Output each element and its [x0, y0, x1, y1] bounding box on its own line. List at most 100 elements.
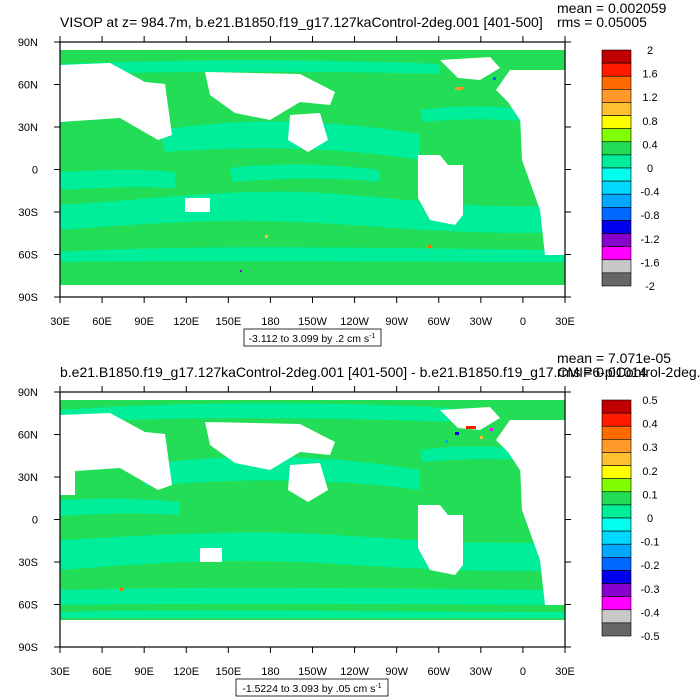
- x-tick-label: 120W: [340, 666, 369, 678]
- panel-1: VISOP at z= 984.7m, b.e21.B1850.f19_g17.…: [18, 0, 667, 347]
- x-tick-label: 90E: [134, 666, 154, 678]
- x-tick-label: 90E: [134, 316, 154, 328]
- colorbar-swatch: [601, 49, 632, 64]
- x-tick-label: 150E: [215, 316, 241, 328]
- colorbar-label: 0.3: [642, 442, 657, 454]
- colorbar-swatch: [601, 425, 632, 440]
- panel-2-title: b.e21.B1850.f19_g17.127kaControl-2deg.00…: [60, 364, 700, 380]
- colorbar-swatch: [601, 557, 632, 571]
- colorbar-swatch: [601, 491, 632, 506]
- colorbar-swatch: [601, 259, 632, 274]
- x-tick-label: 90W: [385, 666, 408, 678]
- colorbar-label: 0.1: [642, 489, 657, 501]
- x-tick-label: 60E: [92, 316, 112, 328]
- panel-1-map: [59, 41, 566, 298]
- colorbar-label: -0.2: [641, 560, 660, 572]
- x-tick-label: 150W: [298, 316, 327, 328]
- panel-2-axes: 30E 60E 90E 120E 150E 180 150W 120W 90W 60W 30W 0 30…: [18, 386, 575, 678]
- colorbar-swatch: [601, 530, 632, 545]
- colorbar-swatch: [601, 570, 632, 584]
- y-tick-label: 30S: [18, 207, 38, 219]
- x-tick-label: 180: [261, 666, 279, 678]
- x-tick-label: 120W: [340, 316, 369, 328]
- colorbar-swatch: [601, 233, 632, 247]
- y-tick-label: 60S: [18, 600, 38, 612]
- y-tick-label: 90N: [18, 37, 38, 49]
- colorbar-label: 1.2: [642, 92, 657, 104]
- y-tick-label: 90N: [18, 387, 38, 399]
- colorbar-label: 0.2: [642, 466, 657, 478]
- colorbar-swatch: [601, 583, 632, 597]
- y-tick-label: 90S: [18, 292, 38, 304]
- colorbar-swatch: [601, 439, 632, 453]
- colorbar-label: -0.8: [641, 210, 660, 222]
- colorbar-swatch: [601, 596, 632, 611]
- x-tick-label: 180: [261, 316, 279, 328]
- colorbar-label: -0.5: [641, 631, 660, 643]
- y-tick-label: 60N: [18, 430, 38, 442]
- panel-1-colorbar: 2 1.6 1.2 0.8 0.4 0 -0.4 -0.8 -1.2 -1.6 -2: [601, 45, 660, 293]
- colorbar-label: 0.4: [642, 419, 657, 431]
- panel-2-rms: rms = 0.01014: [557, 364, 647, 380]
- colorbar-swatch: [601, 478, 632, 493]
- y-tick-label: 30N: [18, 472, 38, 484]
- colorbar-label: -2: [645, 281, 655, 293]
- x-tick-label: 150W: [298, 666, 327, 678]
- panel-2: b.e21.B1850.f19_g17.127kaControl-2deg.00…: [18, 350, 700, 697]
- colorbar-swatch: [601, 246, 632, 261]
- colorbar-swatch: [601, 272, 632, 287]
- colorbar-label: 1.6: [642, 69, 657, 81]
- colorbar-swatch: [601, 543, 632, 558]
- colorbar-swatch: [601, 220, 632, 234]
- x-tick-label: 0: [520, 316, 526, 328]
- colorbar-swatch: [601, 193, 632, 208]
- colorbar-label: 0.4: [642, 139, 657, 151]
- colorbar-label: 0: [647, 163, 653, 175]
- x-tick-label: 30E: [555, 316, 575, 328]
- panel-2-range-label: -1.5224 to 3.093 by .05 cm s-1: [242, 683, 381, 695]
- colorbar-swatch: [601, 167, 632, 182]
- colorbar-label: -0.4: [641, 607, 660, 619]
- colorbar-label: 0.8: [642, 116, 657, 128]
- colorbar-label: 0: [647, 513, 653, 525]
- colorbar-swatch: [601, 180, 632, 195]
- colorbar-swatch: [601, 412, 632, 427]
- x-tick-label: 30E: [555, 666, 575, 678]
- colorbar-swatch: [601, 465, 632, 479]
- colorbar-swatch: [601, 128, 632, 143]
- x-tick-label: 90W: [385, 316, 408, 328]
- panel-2-map: [59, 391, 566, 648]
- x-tick-label: 120E: [173, 666, 199, 678]
- panel-1-mean: mean = 0.002059: [557, 0, 667, 16]
- panel-2-mean: mean = 7.071e-05: [557, 350, 671, 366]
- panel-1-range-label: -3.112 to 3.099 by .2 cm s-1: [249, 333, 376, 345]
- colorbar-swatch: [601, 75, 632, 90]
- colorbar-label: -0.3: [641, 584, 660, 596]
- colorbar-label: 2: [647, 45, 653, 57]
- colorbar-swatch: [601, 207, 632, 221]
- x-tick-label: 30E: [50, 316, 70, 328]
- colorbar-label: -0.4: [641, 187, 660, 199]
- panel-1-rms: rms = 0.05005: [557, 14, 647, 30]
- colorbar-swatch: [601, 89, 632, 103]
- colorbar-swatch: [601, 609, 632, 624]
- colorbar-swatch: [601, 452, 632, 466]
- y-tick-label: 30N: [18, 122, 38, 134]
- x-tick-label: 150E: [215, 666, 241, 678]
- x-tick-label: 60W: [427, 316, 450, 328]
- panel-1-axes: 30E 60E 90E 120E 150E 180 150W 120W 90W 60W 30W 0 30…: [18, 36, 575, 328]
- colorbar-swatch: [601, 622, 632, 637]
- colorbar-swatch: [601, 102, 632, 116]
- colorbar-swatch: [601, 141, 632, 156]
- panel-2-colorbar: 0.5 0.4 0.3 0.2 0.1 0 -0.1 -0.2 -0.3 -0.4 -0.5: [601, 395, 660, 643]
- y-tick-label: 60N: [18, 80, 38, 92]
- colorbar-label: -1.2: [641, 234, 660, 246]
- x-tick-label: 60E: [92, 666, 112, 678]
- y-tick-label: 90S: [18, 642, 38, 654]
- colorbar-swatch: [601, 62, 632, 77]
- y-tick-label: 0: [32, 165, 38, 177]
- colorbar-swatch: [601, 154, 632, 169]
- x-tick-label: 30W: [470, 666, 493, 678]
- panel-1-title: VISOP at z= 984.7m, b.e21.B1850.f19_g17.…: [60, 14, 543, 30]
